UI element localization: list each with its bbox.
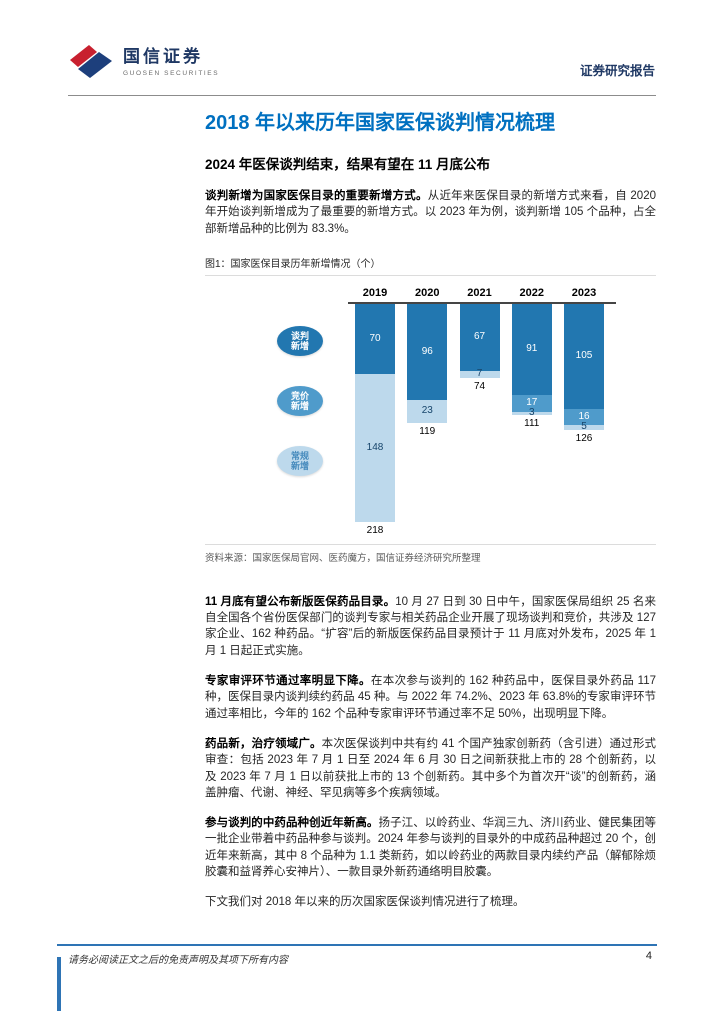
segment-value-label: 67 <box>473 331 486 343</box>
paragraph-lead: 11 月底有望公布新版医保药品目录。 <box>205 595 396 608</box>
bar-segment: 5 <box>564 421 604 433</box>
segment-value-label: 148 <box>366 441 384 453</box>
header-logo: 国信证券 GUOSEN SECURITIES <box>68 42 219 82</box>
bar-total-label: 126 <box>575 432 593 444</box>
bar-total-label: 111 <box>524 417 540 429</box>
bar-2021: 2021 67 7 74 <box>459 287 500 392</box>
legend-item-1: 谈判 新增 <box>277 325 323 356</box>
section-subtitle: 2024 年医保谈判结束，结果有望在 11 月底公布 <box>205 157 491 172</box>
segment-value-label: 91 <box>526 343 538 355</box>
bar-segment: 3 <box>511 408 552 418</box>
x-tick-label: 2023 <box>571 286 597 299</box>
bar-segment: 70 <box>355 303 395 374</box>
bar-segment: 105 <box>564 303 604 409</box>
legend-item-3: 常规 新增 <box>277 445 323 476</box>
paragraph-lead: 参与谈判的中药品种创近年新高。 <box>205 817 379 830</box>
bar-segment: 17 <box>511 394 552 412</box>
segment-value-label: 70 <box>369 332 381 344</box>
bar-segment: 148 <box>355 373 395 522</box>
x-tick-label: 2019 <box>362 286 388 299</box>
paragraph-text: 扬子江、以岭药业、华润三九、济川药业、健民集团等一批企业带着中药品种参与谈判。2… <box>205 817 657 879</box>
x-tick-label: 2021 <box>467 286 492 299</box>
report-type-label: 证券研究报告 <box>579 64 655 78</box>
segment-value-label: 23 <box>421 405 433 417</box>
header-divider <box>68 95 656 96</box>
bar-segment: 16 <box>564 408 604 425</box>
bar-segment: 23 <box>407 399 448 423</box>
paragraph-text: 10 月 27 日到 30 日中午，国家医保局组织 25 名来自全国各个省份医保… <box>205 595 656 657</box>
segment-value-label: 17 <box>526 397 538 409</box>
bar-total-label: 74 <box>473 380 486 392</box>
legend-item-2: 竞价 新增 <box>277 385 323 416</box>
stacked-bar-chart: 2019 70 148 218 2020 96 23 119 2021 67 7 74 2022 91 17… <box>205 284 656 538</box>
body-paragraph: 药品新，治疗领域广。本次医保谈判中共有约 41 个国产独家创新药（含引进）通过形… <box>205 736 656 801</box>
bar-segment: 67 <box>459 303 500 371</box>
footer-divider <box>57 944 657 946</box>
page-title: 2018 年以来历年国家医保谈判情况梳理 <box>205 112 556 134</box>
bar-2023: 2023 105 16 5 126 <box>564 287 604 444</box>
bar-2019: 2019 70 148 218 <box>355 287 395 536</box>
segment-value-label: 105 <box>575 350 593 362</box>
content-column: 2018 年以来历年国家医保谈判情况梳理 2024 年医保谈判结束，结果有望在 … <box>205 110 656 925</box>
footer-disclaimer: 请务必阅读正文之后的免责声明及其项下所有内容 <box>68 955 288 966</box>
footer-left-accent-bar <box>57 957 61 1011</box>
chart-plot: 2019 70 148 218 2020 96 23 119 2021 67 7 74 2022 91 17… <box>348 287 616 540</box>
body-paragraph: 11 月底有望公布新版医保药品目录。10 月 27 日到 30 日中午，国家医保… <box>205 594 656 659</box>
figure-source: 资料来源：国家医保局官网、医药魔方，国信证券经济研究所整理 <box>205 543 656 564</box>
paragraph-lead: 药品新，治疗领域广。 <box>205 737 322 750</box>
bar-segment: 91 <box>511 303 552 395</box>
intro-text: 从近年来医保目录的新增方式来看，自 2020 年开始谈判新增成为了最重要的新增方… <box>205 190 656 235</box>
segment-value-label: 7 <box>476 368 483 380</box>
bar-segment: 96 <box>407 303 448 400</box>
x-tick-label: 2022 <box>519 286 544 299</box>
paragraph-lead: 专家审评环节通过率明显下降。 <box>205 675 371 688</box>
logo-name-cn: 国信证券 <box>123 47 203 66</box>
segment-value-label: 16 <box>578 410 590 422</box>
figure-1: 图1：国家医保目录历年新增情况（个） 2019 70 148 218 2020 96 23 1… <box>205 255 656 564</box>
bar-segment: 7 <box>459 368 500 380</box>
paragraph-text: 本次医保谈判中共有约 41 个国产独家创新药（含引进）通过形式审查：包括 202… <box>205 737 657 799</box>
intro-lead: 谈判新增为国家医保目录的重要新增方式。 <box>205 190 428 202</box>
logo-name-en: GUOSEN SECURITIES <box>123 70 220 77</box>
x-tick-label: 2020 <box>415 286 440 299</box>
segment-value-label: 5 <box>581 421 587 433</box>
bar-total-label: 218 <box>366 524 384 536</box>
segment-value-label: 3 <box>528 407 535 419</box>
body-paragraph: 参与谈判的中药品种创近年新高。扬子江、以岭药业、华润三九、济川药业、健民集团等一… <box>205 815 656 880</box>
paragraph-text: 在本次参与谈判的 162 种药品中，医保目录外药品 117 种，医保目录内谈判续… <box>205 675 657 720</box>
bar-total-label: 119 <box>419 425 436 437</box>
figure-caption: 图1：国家医保目录历年新增情况（个） <box>205 255 656 276</box>
segment-value-label: 96 <box>421 345 433 357</box>
logo-text: 国信证券 GUOSEN SECURITIES <box>123 47 219 77</box>
closing-paragraph: 下文我们对 2018 年以来的历次国家医保谈判情况进行了梳理。 <box>205 896 525 909</box>
page-number: 4 <box>645 950 652 962</box>
bar-2020: 2020 96 23 119 <box>407 287 448 437</box>
body-paragraph: 专家审评环节通过率明显下降。在本次参与谈判的 162 种药品中，医保目录外药品 … <box>205 673 656 722</box>
intro-paragraph: 谈判新增为国家医保目录的重要新增方式。从近年来医保目录的新增方式来看，自 202… <box>205 188 656 237</box>
bar-2022: 2022 91 17 3 111 <box>511 287 552 429</box>
guosen-logo-icon <box>70 45 112 78</box>
